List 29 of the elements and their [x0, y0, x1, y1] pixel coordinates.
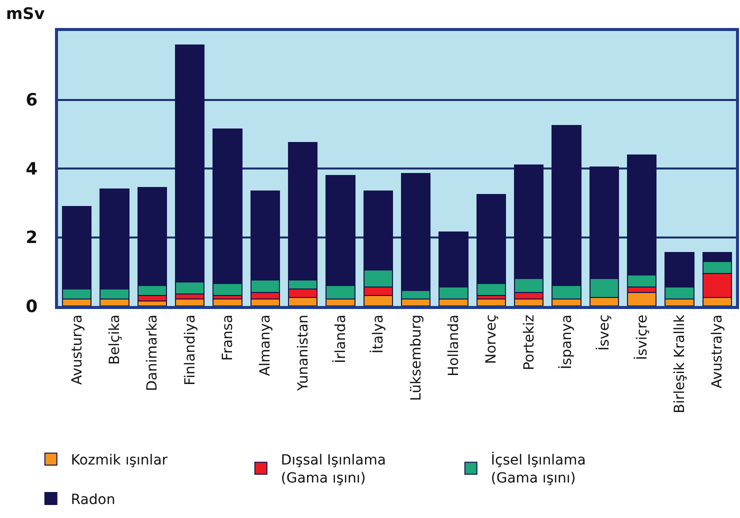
- x-tick-label: Portekiz: [521, 314, 538, 370]
- x-tick-label: Fransa: [220, 314, 236, 361]
- bar: [212, 298, 242, 306]
- x-tick-label: Danimarka: [144, 314, 161, 392]
- legend-label: Dışsal Işınlama (Gama ışını): [280, 452, 386, 487]
- x-tick-label: Avustralya: [710, 314, 726, 388]
- x-tick-label: Lüksemburg: [408, 314, 424, 401]
- x-tick-label: Finlandiya: [182, 314, 198, 386]
- x-tick-label: Yunanistan: [295, 314, 312, 392]
- y-tick-label: 0: [26, 296, 38, 317]
- y-tick-label: 2: [26, 228, 38, 248]
- bar: [627, 292, 657, 306]
- x-tick-label: İtalya: [370, 314, 387, 354]
- x-tick-label: Hollanda: [446, 314, 462, 376]
- x-tick-label: Norveç: [484, 314, 500, 364]
- x-tick-label: Avusturya: [69, 314, 86, 385]
- x-tick-label: İsveç: [596, 314, 613, 351]
- y-tick-label: 4: [26, 159, 38, 180]
- y-tick-label: 6: [26, 90, 38, 111]
- y-axis-title: mSv: [6, 4, 46, 23]
- x-tick-label: Almanya: [258, 314, 274, 376]
- x-tick-label: Birleşik Krallık: [672, 314, 688, 414]
- x-tick-label: İsviçre: [633, 314, 650, 360]
- legend-label: Radon: [70, 492, 116, 508]
- legend-label: İçsel Işınlama (Gama ışını): [490, 452, 586, 487]
- x-tick-label: İspanya: [558, 314, 576, 370]
- x-tick-label: İrlanda: [332, 314, 350, 364]
- x-tick-label: Belçika: [107, 314, 124, 365]
- legend-label: Kozmik ışınlar: [70, 452, 168, 469]
